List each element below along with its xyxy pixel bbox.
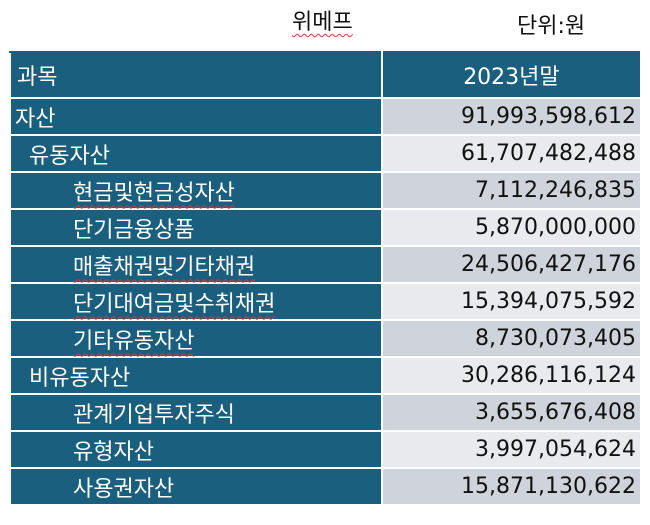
row-value: 24,506,427,176 <box>380 245 643 284</box>
table-row: 사용권자산 15,871,130,622 <box>9 467 643 506</box>
row-label-cell: 기타유동자산 <box>9 319 383 358</box>
table-row: 관계기업투자주식 3,655,676,408 <box>9 393 643 432</box>
row-value: 5,870,000,000 <box>380 208 643 247</box>
row-label: 관계기업투자주식 <box>9 393 383 432</box>
row-label: 사용권자산 <box>9 467 383 506</box>
row-label: 현금및현금성자산 <box>73 180 235 206</box>
row-label: 단기대여금및수취채권 <box>73 291 276 317</box>
row-label: 매출채권및기타채권 <box>73 254 256 280</box>
row-label-cell: 현금및현금성자산 <box>9 171 383 210</box>
row-label-cell: 매출채권및기타채권 <box>9 245 383 284</box>
row-value: 8,730,073,405 <box>380 319 643 358</box>
row-label: 유동자산 <box>9 134 383 173</box>
company-title: 위메프 <box>292 10 353 35</box>
row-value: 91,993,598,612 <box>380 97 643 136</box>
balance-sheet-table: 과목 2023년말 자산 91,993,598,612 유동자산 61,707,… <box>9 51 643 506</box>
row-value: 15,394,075,592 <box>380 282 643 321</box>
table-row: 단기금융상품 5,870,000,000 <box>9 208 643 247</box>
row-value: 61,707,482,488 <box>380 134 643 173</box>
row-label: 기타유동자산 <box>73 328 195 354</box>
row-value: 15,871,130,622 <box>380 467 643 506</box>
period-column-header: 2023년말 <box>380 51 643 99</box>
table-header-row: 과목 2023년말 <box>9 51 643 99</box>
table-row: 자산 91,993,598,612 <box>9 97 643 136</box>
table-row: 비유동자산 30,286,116,124 <box>9 356 643 395</box>
table-row: 기타유동자산 8,730,073,405 <box>9 319 643 358</box>
row-label: 자산 <box>9 97 383 136</box>
table-row: 매출채권및기타채권 24,506,427,176 <box>9 245 643 284</box>
row-label: 단기금융상품 <box>9 208 383 247</box>
row-value: 3,655,676,408 <box>380 393 643 432</box>
table-row: 단기대여금및수취채권 15,394,075,592 <box>9 282 643 321</box>
row-label: 유형자산 <box>9 430 383 469</box>
row-value: 7,112,246,835 <box>380 171 643 210</box>
account-column-header: 과목 <box>9 51 383 99</box>
row-value: 30,286,116,124 <box>380 356 643 395</box>
table-row: 유동자산 61,707,482,488 <box>9 134 643 173</box>
table-row: 유형자산 3,997,054,624 <box>9 430 643 469</box>
row-label-cell: 단기대여금및수취채권 <box>9 282 383 321</box>
table-row: 현금및현금성자산 7,112,246,835 <box>9 171 643 210</box>
row-value: 3,997,054,624 <box>380 430 643 469</box>
row-label: 비유동자산 <box>9 356 383 395</box>
unit-label: 단위:원 <box>517 14 586 39</box>
